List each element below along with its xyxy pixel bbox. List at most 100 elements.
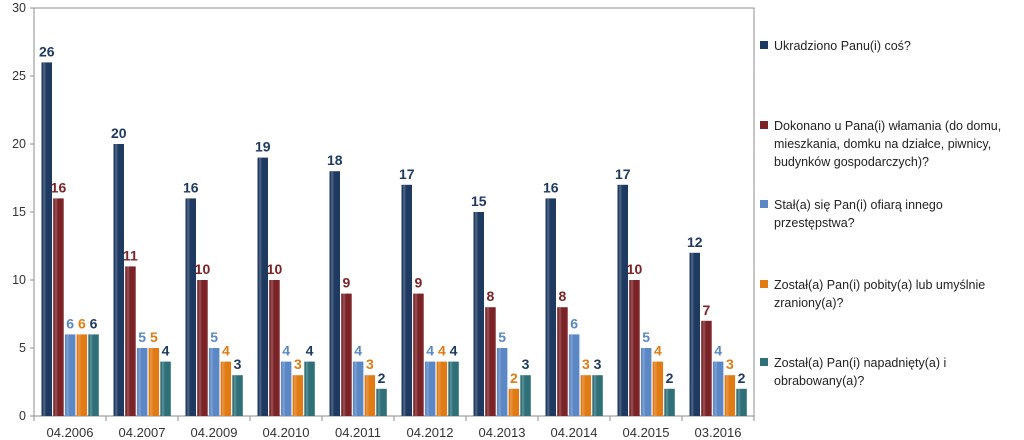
bar bbox=[629, 280, 640, 416]
data-label: 8 bbox=[559, 288, 567, 304]
bar bbox=[364, 375, 376, 416]
bar bbox=[329, 171, 340, 416]
bar bbox=[88, 334, 99, 416]
data-label: 3 bbox=[582, 356, 590, 372]
data-label: 15 bbox=[471, 193, 487, 209]
bar-highlight bbox=[691, 252, 694, 416]
data-label: 10 bbox=[195, 261, 211, 277]
data-label: 5 bbox=[138, 329, 146, 345]
data-label: 8 bbox=[487, 288, 495, 304]
legend-label-5: Został(a) Pan(i) napadnięty(a) i obrabow… bbox=[774, 356, 947, 388]
data-label: 16 bbox=[183, 179, 199, 195]
bar bbox=[208, 348, 220, 416]
bar-highlight bbox=[486, 307, 490, 416]
bar-highlight bbox=[259, 157, 262, 416]
legend-item-5: Został(a) Pan(i) napadnięty(a) i obrabow… bbox=[760, 354, 1022, 390]
x-tick-label: 04.2012 bbox=[407, 425, 454, 440]
bar bbox=[580, 375, 592, 416]
bar bbox=[436, 361, 448, 416]
bar bbox=[401, 184, 412, 416]
legend: Ukradziono Panu(i) coś? Dokonano u Pana(… bbox=[760, 0, 1022, 440]
bar-highlight bbox=[498, 348, 501, 416]
bar-highlight bbox=[582, 375, 585, 416]
bar-highlight bbox=[282, 361, 285, 416]
data-label: 4 bbox=[654, 343, 662, 359]
bar-highlight bbox=[233, 375, 237, 416]
bar-highlight bbox=[521, 375, 525, 416]
data-label: 6 bbox=[90, 315, 98, 331]
bar bbox=[557, 307, 568, 416]
bar-highlight bbox=[331, 171, 334, 416]
bar-highlight bbox=[66, 334, 69, 416]
bar bbox=[304, 361, 315, 416]
data-label: 3 bbox=[366, 356, 374, 372]
bar-highlight bbox=[570, 334, 573, 416]
bar-highlight bbox=[161, 361, 165, 416]
bar-highlight bbox=[510, 388, 513, 416]
bar bbox=[724, 375, 736, 416]
bar-highlight bbox=[414, 293, 418, 416]
bar-highlight bbox=[377, 388, 381, 416]
bar-highlight bbox=[198, 280, 202, 416]
data-label: 7 bbox=[703, 302, 711, 318]
bar-highlight bbox=[449, 361, 453, 416]
bar bbox=[496, 348, 508, 416]
bar bbox=[125, 266, 136, 416]
legend-swatch-2 bbox=[760, 121, 768, 129]
bar bbox=[413, 293, 424, 416]
bar-highlight bbox=[150, 348, 153, 416]
data-label: 9 bbox=[343, 275, 351, 291]
bar bbox=[485, 307, 496, 416]
x-tick-label: 04.2010 bbox=[263, 425, 310, 440]
bar bbox=[148, 348, 160, 416]
bar-highlight bbox=[642, 348, 645, 416]
bar-highlight bbox=[737, 388, 741, 416]
data-label: 18 bbox=[327, 152, 343, 168]
bar-highlight bbox=[89, 334, 93, 416]
data-label: 5 bbox=[642, 329, 650, 345]
data-label: 3 bbox=[234, 356, 242, 372]
x-tick-label: 04.2014 bbox=[551, 425, 598, 440]
legend-item-4: Został(a) Pan(i) pobity(a) lub umyślnie … bbox=[760, 276, 1022, 312]
legend-label-1: Ukradziono Panu(i) coś? bbox=[774, 39, 911, 53]
bar-highlight bbox=[305, 361, 309, 416]
legend-swatch-1 bbox=[760, 41, 768, 49]
data-label: 6 bbox=[78, 315, 86, 331]
bar-highlight bbox=[630, 280, 634, 416]
bar bbox=[448, 361, 459, 416]
bar bbox=[113, 144, 124, 416]
legend-item-2: Dokonano u Pana(i) włamania (do domu, mi… bbox=[760, 117, 1022, 171]
bar-highlight bbox=[665, 388, 669, 416]
x-tick-label: 04.2007 bbox=[119, 425, 166, 440]
legend-item-3: Stał(a) się Pan(i) ofiarą innego przestę… bbox=[760, 196, 1022, 232]
bar bbox=[376, 388, 387, 416]
bar bbox=[736, 388, 747, 416]
x-tick-label: 04.2006 bbox=[47, 425, 94, 440]
bar-highlight bbox=[138, 348, 141, 416]
bar-highlight bbox=[222, 361, 225, 416]
y-tick-label: 20 bbox=[12, 137, 26, 151]
data-label: 2 bbox=[738, 370, 746, 386]
data-label: 20 bbox=[111, 125, 127, 141]
data-label: 9 bbox=[415, 275, 423, 291]
bar bbox=[520, 375, 531, 416]
x-tick-label: 03.2016 bbox=[695, 425, 742, 440]
data-label: 2 bbox=[510, 370, 518, 386]
bar-highlight bbox=[403, 184, 406, 416]
bar bbox=[712, 361, 724, 416]
y-tick-label: 5 bbox=[19, 341, 26, 355]
bar bbox=[473, 212, 484, 416]
data-label: 4 bbox=[450, 343, 458, 359]
bar-highlight bbox=[475, 212, 478, 416]
data-label: 3 bbox=[594, 356, 602, 372]
data-label: 16 bbox=[51, 179, 67, 195]
data-label: 19 bbox=[255, 139, 271, 155]
bar bbox=[220, 361, 232, 416]
bar-highlight bbox=[270, 280, 274, 416]
data-label: 4 bbox=[438, 343, 446, 359]
bar-highlight bbox=[366, 375, 369, 416]
bar-highlight bbox=[187, 198, 190, 416]
bar-highlight bbox=[547, 198, 550, 416]
bar-highlight bbox=[126, 266, 130, 416]
